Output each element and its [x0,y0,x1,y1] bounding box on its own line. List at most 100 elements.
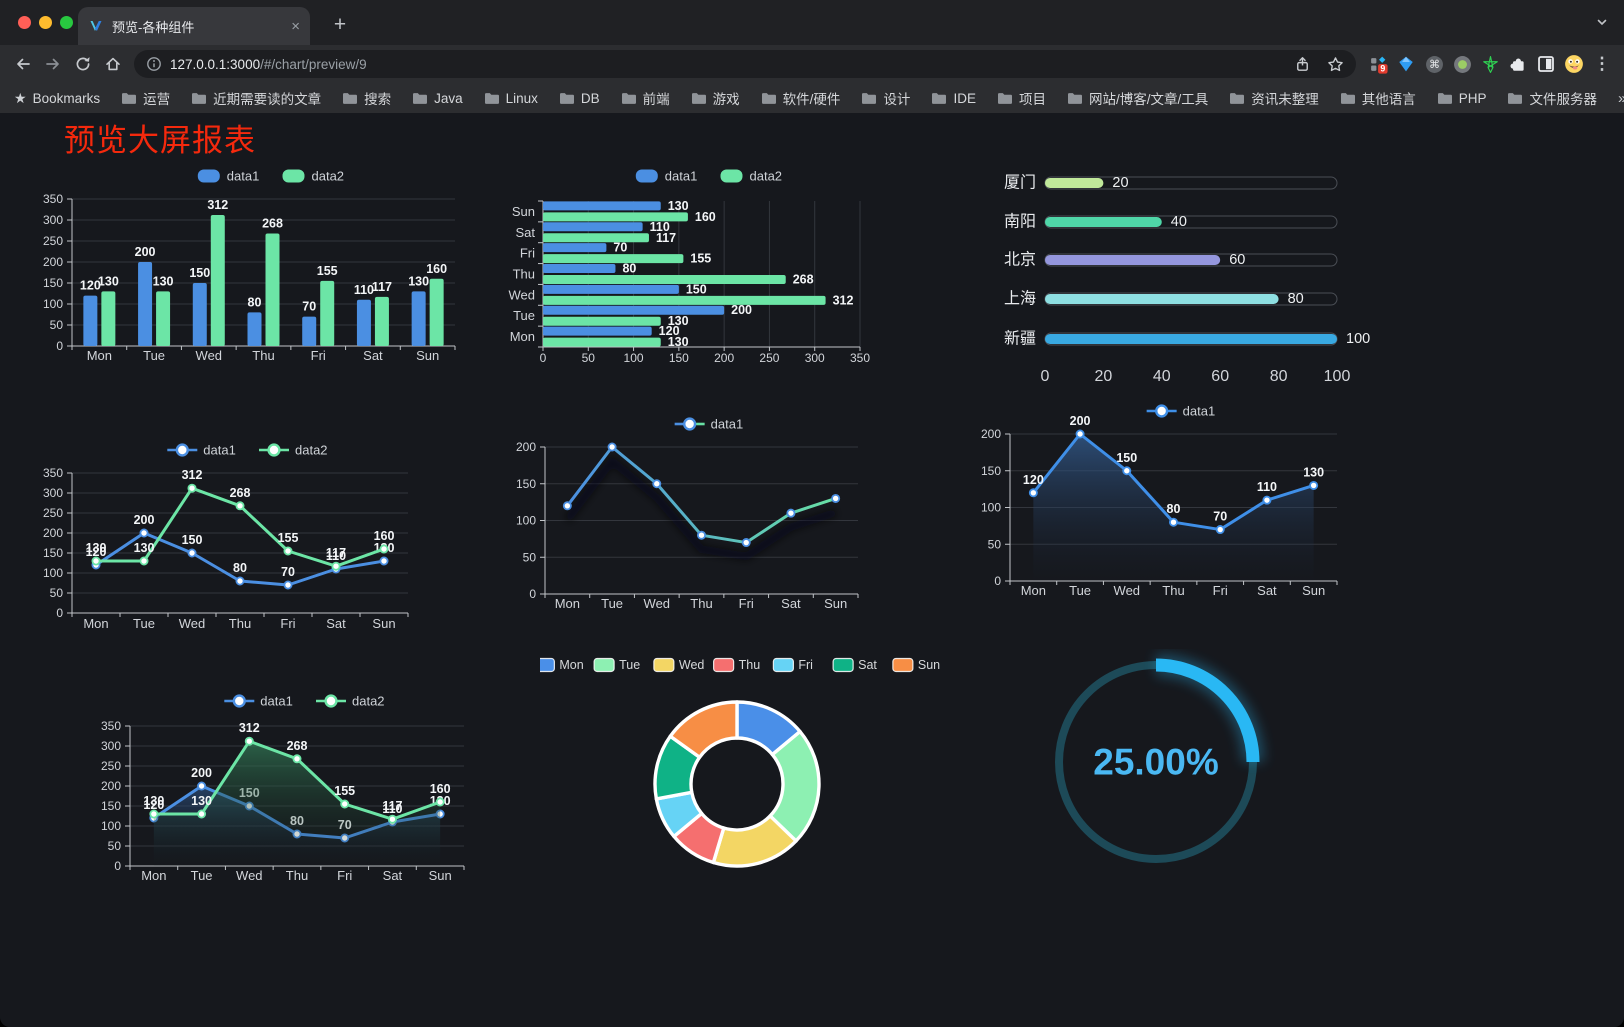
address-bar[interactable]: 127.0.0.1:3000/#/chart/preview/9 [134,50,1356,78]
legend-item-data1[interactable]: data1 [635,169,698,184]
browser-tab[interactable]: 预览-各种组件 × [78,7,310,45]
bookmark-folder[interactable]: 资讯未整理 [1229,88,1319,108]
hbar-data2-Tue[interactable] [543,316,661,326]
bar-data2-Thu[interactable] [265,233,280,346]
progress-fill-新疆[interactable] [1045,334,1337,344]
hbar-data2-Fri[interactable] [543,254,684,264]
bar-data1-Wed[interactable] [192,283,207,346]
hbar-data2-Wed[interactable] [543,295,826,305]
point-data1-Mon[interactable] [1028,488,1038,498]
point-data1-Thu[interactable] [235,576,245,586]
chart-donut-pie[interactable]: Mon Tue Wed Thu Fri Sat Sun [540,649,940,894]
point-data2-Mon[interactable] [91,556,101,566]
bookmarks-manager[interactable]: ★ Bookmarks [14,90,100,107]
point-data2-Sat[interactable] [331,561,341,571]
bookmark-folder[interactable]: 前端 [621,88,670,108]
hbar-data1-Thu[interactable] [543,264,616,273]
gauge-progress-arc[interactable] [1155,658,1260,763]
bar-data2-Sun[interactable] [429,278,444,346]
bookmark-folder[interactable]: 文件服务器 [1507,88,1597,108]
chart-line-double[interactable]: data1 data2 0 50 100 150 200 250 300 350 Mon Tue Wed… [40,434,470,660]
legend-item-Fri[interactable]: Fri [772,657,813,673]
bookmark-folder[interactable]: IDE [931,91,976,106]
chart-grouped-bar[interactable]: data1 data2 0 50 100 150 200 250 300 350 Mon Tue Wed… [40,159,470,381]
bookmark-folder[interactable]: 搜索 [342,88,391,108]
point-data2-Thu[interactable] [235,501,245,511]
bar-data2-Fri[interactable] [320,280,335,346]
legend-item-Wed[interactable]: Wed [653,657,705,673]
progress-fill-厦门[interactable] [1045,178,1104,188]
point-data1-Wed[interactable] [652,479,662,489]
point-data1-Sun[interactable] [379,556,389,566]
bookmark-folder[interactable]: 其他语言 [1340,88,1416,108]
point-data2-Sun[interactable] [379,544,389,554]
window-zoom-button[interactable] [60,16,73,29]
bookmark-star-icon[interactable] [1327,56,1344,73]
hbar-data2-Thu[interactable] [543,275,786,284]
extension-grid-icon[interactable]: 9 [1364,50,1392,78]
point-data1-Tue[interactable] [1075,429,1085,439]
point-data2-Thu[interactable] [292,754,302,764]
point-data1-Tue[interactable] [139,528,149,538]
hbar-data2-Sun[interactable] [543,212,688,222]
progress-fill-北京[interactable] [1045,255,1221,265]
point-data1-Wed[interactable] [187,548,197,558]
legend-item-Thu[interactable]: Thu [713,657,761,673]
hbar-data1-Mon[interactable] [543,326,652,336]
window-minimize-button[interactable] [39,16,52,29]
chart-horizontal-bar[interactable]: data1 data2 0 50 100 150 200 250 300 350 Sun 130 160… [505,159,895,381]
progress-fill-上海[interactable] [1045,294,1279,304]
legend-item-data1[interactable]: data1 [1146,404,1216,419]
extension-green-star-icon[interactable] [1476,50,1504,78]
legend-item-data1[interactable]: data1 [197,169,260,184]
point-data1-Wed[interactable] [1122,466,1132,476]
bookmark-folder[interactable]: 设计 [861,88,910,108]
extension-puzzle-icon[interactable] [1504,50,1532,78]
new-tab-button[interactable]: + [333,13,347,36]
point-data1-Thu[interactable] [696,530,706,540]
extension-green-dot-icon[interactable] [1448,50,1476,78]
legend-item-data2[interactable]: data2 [282,169,345,184]
chart-progress-bars[interactable]: 厦门 20 南阳 40 北京 60 上海 80 新疆 100 0 20 40 60 80 100 [975,159,1375,409]
legend-item-data1[interactable]: data1 [167,443,236,458]
bookmark-folder[interactable]: Java [412,91,463,106]
point-data2-Fri[interactable] [340,799,350,809]
browser-menu-icon[interactable]: ⋮ [1593,54,1611,73]
bookmark-folder[interactable]: PHP [1437,91,1486,106]
point-data1-Fri[interactable] [283,580,293,590]
point-data1-Fri[interactable] [741,538,751,548]
point-data1-Sun[interactable] [831,493,841,503]
hbar-data1-Sat[interactable] [543,222,643,232]
bookmarks-overflow-chevron[interactable]: » [1618,90,1624,107]
hbar-data1-Tue[interactable] [543,305,725,315]
point-data1-Sun[interactable] [1309,480,1319,490]
progress-fill-南阳[interactable] [1045,217,1162,227]
point-data1-Fri[interactable] [1215,525,1225,535]
point-data2-Sun[interactable] [435,797,445,807]
point-data1-Thu[interactable] [1168,517,1178,527]
hbar-data2-Sat[interactable] [543,233,649,243]
bookmark-folder[interactable]: Linux [484,91,538,106]
tab-close-icon[interactable]: × [291,17,300,35]
point-data2-Mon[interactable] [149,809,159,819]
point-data1-Sat[interactable] [786,508,796,518]
bookmark-folder[interactable]: 游戏 [691,88,740,108]
home-button[interactable] [98,49,128,79]
point-data1-Mon[interactable] [562,501,572,511]
point-data1-Tue[interactable] [197,781,207,791]
bookmark-folder[interactable]: 软件/硬件 [761,88,840,108]
point-data1-Tue[interactable] [607,442,617,452]
hbar-data1-Fri[interactable] [543,243,607,253]
bar-data2-Tue[interactable] [156,291,171,346]
extension-command-icon[interactable]: ⌘ [1420,50,1448,78]
bookmark-folder[interactable]: 运营 [121,88,170,108]
hbar-data1-Wed[interactable] [543,284,679,294]
bar-data1-Fri[interactable] [302,316,317,346]
bar-data1-Sat[interactable] [356,299,371,346]
chart-area-double[interactable]: data1 data2 0 50 100 150 200 250 300 350 Mon Tue Wed… [95,684,515,910]
hbar-data1-Sun[interactable] [543,201,661,211]
legend-item-data2[interactable]: data2 [720,169,783,184]
page-info-icon[interactable] [146,56,162,72]
legend-item-data1[interactable]: data1 [224,694,293,709]
bar-data1-Mon[interactable] [83,295,98,346]
